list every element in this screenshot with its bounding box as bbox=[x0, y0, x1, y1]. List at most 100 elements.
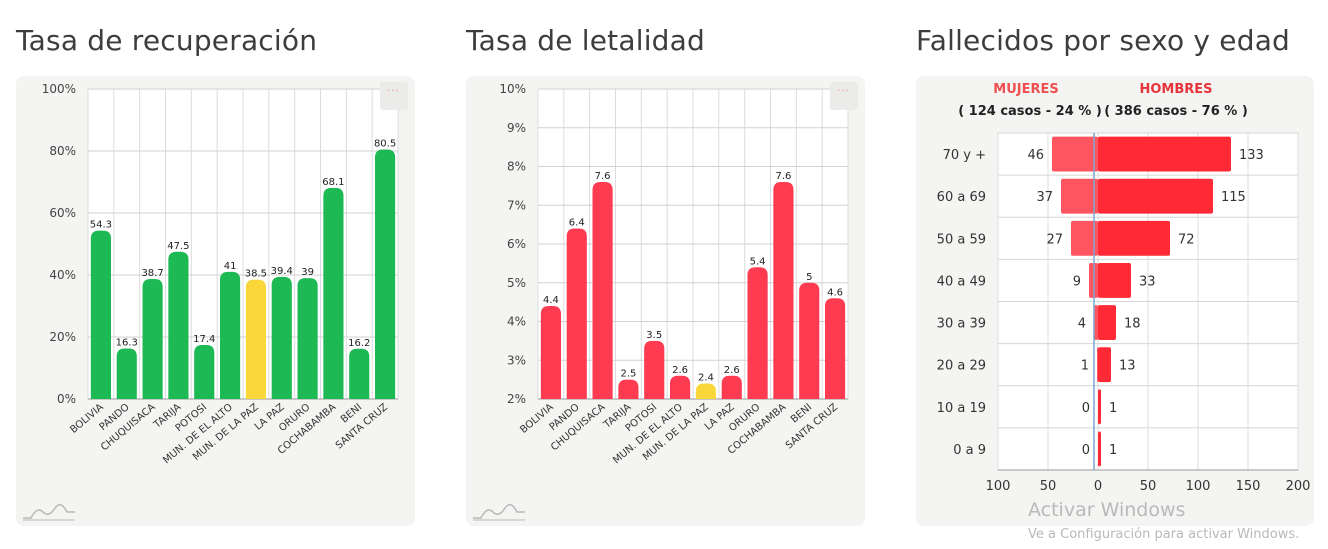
bar bbox=[116, 348, 137, 399]
bar bbox=[168, 251, 189, 399]
data-label: 16.3 bbox=[116, 337, 138, 348]
y-tick-label: 4% bbox=[507, 315, 526, 329]
x-tick-label: 100 bbox=[1186, 479, 1211, 494]
x-tick-label: 100 bbox=[986, 479, 1011, 494]
bar bbox=[271, 276, 292, 399]
data-label-women: 9 bbox=[1073, 274, 1081, 289]
bar-men bbox=[1098, 262, 1131, 298]
data-label: 54.3 bbox=[90, 220, 112, 231]
y-tick-label: 7% bbox=[507, 198, 526, 212]
x-tick-label: 50 bbox=[1140, 479, 1157, 494]
bar bbox=[747, 267, 768, 399]
bar-women bbox=[1097, 347, 1098, 383]
data-label: 7.6 bbox=[595, 171, 611, 182]
bar bbox=[566, 228, 587, 399]
data-label: 5.4 bbox=[750, 256, 766, 267]
data-label: 6.4 bbox=[569, 218, 585, 229]
bar bbox=[323, 187, 344, 399]
y-tick-label: 10% bbox=[499, 82, 526, 96]
lethality-bar-chart: 2%3%4%5%6%7%8%9%10%4.4BOLIVIA6.4PANDO7.6… bbox=[499, 82, 849, 466]
lethality-chart-card: 2% 3% 4% 5% 6% 7% 8% 9% 10% 4.4 BOLIVIA 6.4 PANDO 7.6… bbox=[466, 76, 865, 526]
ellipsis-icon: ··· bbox=[387, 86, 400, 97]
bar-women bbox=[1071, 220, 1098, 256]
legend-men-summary: ( 386 casos - 76 % ) bbox=[1104, 104, 1248, 119]
chart-logo-icon bbox=[23, 504, 75, 521]
x-tick-label: 200 bbox=[1286, 479, 1311, 494]
y-tick-label: 3% bbox=[507, 353, 526, 367]
y-tick-label: 50 a 59 bbox=[937, 232, 986, 247]
bar bbox=[540, 306, 561, 399]
y-tick-label: 60% bbox=[49, 206, 76, 220]
x-tick-label: BOLIVIA bbox=[518, 402, 556, 436]
x-tick-label: BOLIVIA bbox=[68, 402, 106, 436]
chart-logo-icon bbox=[473, 504, 525, 521]
y-tick-label: 30 a 39 bbox=[937, 317, 986, 332]
data-label-men: 1 bbox=[1109, 401, 1117, 416]
data-label-women: 0 bbox=[1082, 443, 1090, 458]
data-label: 17.4 bbox=[193, 334, 215, 345]
data-label: 4.4 bbox=[543, 295, 559, 306]
bar bbox=[644, 340, 665, 399]
bar bbox=[90, 230, 111, 399]
y-tick-label: 5% bbox=[507, 276, 526, 290]
bar bbox=[825, 298, 846, 399]
bar-men bbox=[1098, 305, 1116, 341]
bar bbox=[670, 375, 691, 399]
recovery-bar-chart: 0%20%40%60%80%100%54.3BOLIVIA16.3PANDO38… bbox=[42, 82, 399, 466]
data-label: 39.4 bbox=[271, 266, 293, 277]
y-tick-label: 20% bbox=[49, 330, 76, 344]
data-label: 38.5 bbox=[245, 269, 267, 280]
recovery-chart-title: Tasa de recuperación bbox=[16, 24, 318, 57]
data-label: 5 bbox=[806, 272, 812, 283]
x-tick-label: 0 bbox=[1094, 479, 1102, 494]
legend-women-label: MUJERES bbox=[993, 82, 1058, 97]
bar bbox=[695, 383, 716, 399]
bar-women bbox=[1094, 305, 1098, 341]
bar bbox=[349, 348, 370, 399]
bar bbox=[592, 182, 613, 399]
y-tick-label: 6% bbox=[507, 237, 526, 251]
recovery-menu-button[interactable]: ··· bbox=[380, 82, 408, 110]
data-label-men: 115 bbox=[1221, 190, 1246, 205]
data-label: 4.6 bbox=[827, 287, 843, 298]
deaths-pyramid-chart: MUJERES ( 124 casos - 24 % ) HOMBRES ( 386 … bbox=[937, 82, 1311, 494]
data-label: 16.2 bbox=[348, 338, 370, 349]
y-tick-label: 40% bbox=[49, 268, 76, 282]
data-label: 80.5 bbox=[374, 138, 396, 149]
bar bbox=[297, 278, 318, 399]
y-tick-label: 10 a 19 bbox=[937, 401, 986, 416]
watermark-subtitle: Ve a Configuración para activar Windows. bbox=[1028, 527, 1300, 542]
data-label-men: 1 bbox=[1109, 443, 1117, 458]
ellipsis-icon: ··· bbox=[837, 86, 850, 97]
y-tick-label: 0 a 9 bbox=[953, 443, 986, 458]
data-label: 68.1 bbox=[322, 177, 344, 188]
data-label-men: 33 bbox=[1139, 274, 1156, 289]
legend-men-label: HOMBRES bbox=[1139, 82, 1212, 97]
deaths-chart-title: Fallecidos por sexo y edad bbox=[916, 24, 1291, 57]
bar-men bbox=[1098, 178, 1213, 214]
bar bbox=[618, 379, 639, 399]
x-tick-label: 150 bbox=[1236, 479, 1261, 494]
data-label: 47.5 bbox=[167, 241, 189, 252]
data-label-women: 4 bbox=[1078, 317, 1086, 332]
bar bbox=[245, 279, 266, 399]
y-tick-label: 40 a 49 bbox=[937, 274, 986, 289]
bar-men bbox=[1098, 347, 1111, 383]
data-label-men: 72 bbox=[1178, 232, 1195, 247]
deaths-chart-card: MUJERES ( 124 casos - 24 % ) HOMBRES ( 386 … bbox=[916, 76, 1314, 526]
lethality-menu-button[interactable]: ··· bbox=[830, 82, 858, 110]
y-tick-label: 20 a 29 bbox=[937, 359, 986, 374]
data-label: 3.5 bbox=[646, 330, 662, 341]
bar-men bbox=[1098, 431, 1101, 467]
legend-women-summary: ( 124 casos - 24 % ) bbox=[958, 104, 1102, 119]
bar bbox=[220, 271, 241, 399]
data-label-women: 27 bbox=[1046, 232, 1063, 247]
bar-men bbox=[1098, 136, 1231, 172]
lethality-chart-title: Tasa de letalidad bbox=[466, 24, 705, 57]
data-label: 39 bbox=[301, 267, 314, 278]
bar bbox=[721, 375, 742, 399]
y-tick-label: 70 y + bbox=[943, 148, 986, 163]
recovery-chart-card: 0% 20% 40% 60% 80% 100% 54.3 BOLIVIA 16.3 PANDO 38… bbox=[16, 76, 415, 526]
x-tick-label: 50 bbox=[1040, 479, 1057, 494]
bar bbox=[799, 282, 820, 399]
